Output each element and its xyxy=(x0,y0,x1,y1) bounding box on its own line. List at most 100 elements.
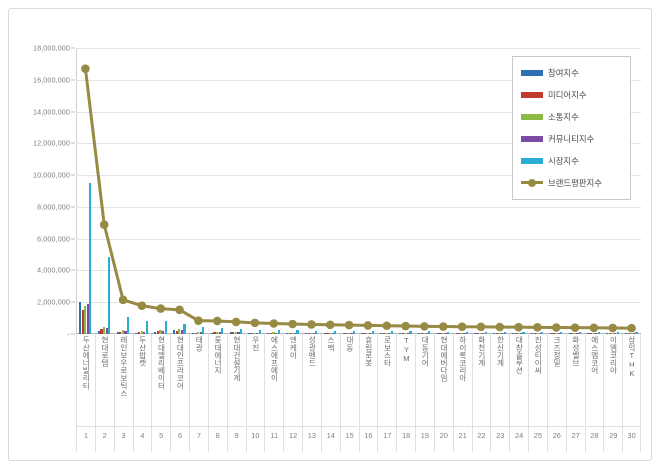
x-axis-category-label: 삼익THK xyxy=(627,336,637,379)
bar-커뮤니티지수 xyxy=(482,333,485,334)
bar-시장지수 xyxy=(145,320,148,334)
bar-커뮤니티지수 xyxy=(519,333,523,334)
legend-label: 커뮤니티지수 xyxy=(548,133,595,144)
bar-소통지수 xyxy=(291,332,294,334)
legend-item-5[interactable]: 시장지수 xyxy=(521,152,622,169)
bar-시장지수 xyxy=(315,330,318,334)
category-group xyxy=(509,48,528,334)
bar-미디어지수 xyxy=(364,333,367,334)
x-axis-category-cell: 롯데에너지 8 xyxy=(207,334,227,452)
bar-참여지수 xyxy=(436,333,439,334)
legend-item-2[interactable]: 미디어지수 xyxy=(521,86,622,103)
bar-소통지수 xyxy=(498,333,501,334)
x-axis-category-label: 화성밸브 xyxy=(571,336,581,367)
bar-커뮤니티지수 xyxy=(180,329,184,334)
x-axis-rank-label: 11 xyxy=(265,426,284,440)
category-group xyxy=(208,48,227,334)
x-axis-category-cell: 성광벤드 13 xyxy=(302,334,321,452)
bar-미디어지수 xyxy=(533,333,536,334)
bar-cluster xyxy=(603,48,622,334)
bar-시장지수 xyxy=(183,324,186,334)
bar-소통지수 xyxy=(423,333,426,334)
x-axis-rank-label: 4 xyxy=(133,426,152,440)
x-axis-rank-label: 8 xyxy=(208,426,227,440)
bar-소통지수 xyxy=(140,331,143,334)
legend-item-1[interactable]: 참여지수 xyxy=(521,64,622,81)
bar-소통지수 xyxy=(347,332,350,334)
bar-시장지수 xyxy=(409,331,412,334)
category-group xyxy=(76,48,95,334)
bar-참여지수 xyxy=(78,302,82,334)
legend-item-4[interactable]: 커뮤니티지수 xyxy=(521,130,622,147)
legend-item-3[interactable]: 소통지수 xyxy=(521,108,622,125)
x-axis-category-label: 엔케이 xyxy=(288,336,298,359)
x-axis-rank-label: 27 xyxy=(566,426,585,440)
x-axis-category-cell: 현대건설기계 9 xyxy=(226,334,246,452)
x-axis-rank-label: 6 xyxy=(171,426,189,440)
chart-frame: 18,000,000 16,000,000 14,000,000 12,000,000… xyxy=(8,8,652,461)
x-axis-category-label: 에스엠코어 xyxy=(590,336,600,374)
x-axis-rank-label: 29 xyxy=(604,426,623,440)
bar-cluster xyxy=(528,48,547,334)
y-axis-labels: 18,000,000 16,000,000 14,000,000 12,000,000… xyxy=(9,44,75,339)
bar-참여지수 xyxy=(135,332,138,334)
y-axis-tick-label: 18,000,000 xyxy=(33,43,70,53)
bar-참여지수 xyxy=(474,333,477,334)
x-axis-category-cell: 태광 7 xyxy=(189,334,208,452)
x-axis-rank-label: 5 xyxy=(152,426,171,440)
bar-참여지수 xyxy=(267,333,270,334)
bar-소통지수 xyxy=(385,333,388,334)
bar-소통지수 xyxy=(121,330,124,334)
x-axis-category-cell: 에스엠코어 28 xyxy=(584,334,604,452)
bar-미디어지수 xyxy=(495,333,499,334)
x-axis-rank-label: 12 xyxy=(284,426,302,440)
bar-미디어지수 xyxy=(232,331,235,334)
y-axis-tick-mark xyxy=(71,238,75,240)
x-axis-category-label: 현대로템 xyxy=(100,336,110,367)
bar-소통지수 xyxy=(630,333,633,334)
category-group xyxy=(603,48,622,334)
legend-item-6[interactable]: 브랜드평판지수 xyxy=(521,174,622,191)
category-group xyxy=(359,48,378,334)
x-axis-category-label: 화천기계 xyxy=(477,336,487,367)
x-axis-category-label: 대동기어 xyxy=(420,336,430,367)
x-axis-category-cell: 하이록코리아 21 xyxy=(452,334,472,452)
bar-미디어지수 xyxy=(194,332,197,334)
bar-시장지수 xyxy=(560,332,563,334)
bar-미디어지수 xyxy=(81,309,84,334)
x-axis-rank-label: 10 xyxy=(246,426,265,440)
category-group xyxy=(472,48,491,334)
bar-시장지수 xyxy=(371,330,374,334)
category-group xyxy=(302,48,321,334)
bar-참여지수 xyxy=(342,333,345,334)
y-axis-tick-label: 16,000,000 xyxy=(33,75,70,85)
x-axis-rank-label: 13 xyxy=(303,426,321,440)
category-group xyxy=(227,48,246,334)
x-axis-rank-label: 21 xyxy=(453,426,472,440)
bar-cluster xyxy=(114,48,133,334)
x-axis-rank-label: 9 xyxy=(227,426,246,440)
bar-미디어지수 xyxy=(439,333,442,334)
category-group xyxy=(622,48,641,334)
x-axis-rank-label: 30 xyxy=(623,426,640,440)
y-axis-tick-label: 4,000,000 xyxy=(37,265,70,275)
category-group xyxy=(321,48,340,334)
x-axis-category-cell: 화천기계 22 xyxy=(471,334,491,452)
bar-소통지수 xyxy=(554,333,558,334)
bar-참여지수 xyxy=(417,333,421,334)
x-axis-rank-label: 18 xyxy=(397,426,415,440)
x-axis-category-cell: 대창솔루션 24 xyxy=(509,334,528,452)
bar-미디어지수 xyxy=(420,333,423,334)
y-axis-line xyxy=(76,48,77,334)
bar-cluster xyxy=(509,48,528,334)
x-axis-category-label: 롯데에너지 xyxy=(213,336,223,374)
bar-cluster xyxy=(170,48,189,334)
legend-label: 소통지수 xyxy=(548,111,579,122)
bar-미디어지수 xyxy=(156,331,160,334)
x-axis-rank-label: 16 xyxy=(359,426,378,440)
bar-시장지수 xyxy=(126,316,130,334)
x-axis-category-label: TYM xyxy=(401,336,411,363)
bar-소통지수 xyxy=(234,331,237,334)
bar-커뮤니티지수 xyxy=(463,333,466,334)
bar-참여지수 xyxy=(248,332,251,334)
